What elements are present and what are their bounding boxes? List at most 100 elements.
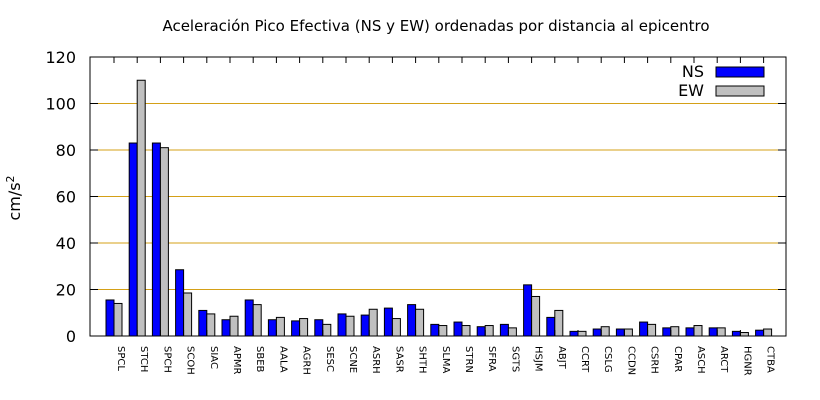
bar-ns-aala [267, 319, 277, 337]
x-tick-label-sasr: SASR [393, 346, 404, 373]
bar-ns-asrh [360, 314, 370, 337]
x-tick-label-csrh: CSRH [649, 346, 660, 374]
bar-ns-sesc [314, 319, 324, 337]
bar-ew-cpar [670, 326, 680, 337]
x-tick-label-spch: SPCH [161, 346, 172, 373]
bar-ew-strn [461, 325, 471, 337]
bar-ns-ctba [755, 329, 765, 337]
x-tick-label-hgnr: HGNR [741, 346, 752, 376]
y-tick-label: 100 [45, 95, 76, 114]
bar-ns-agrh [291, 320, 301, 337]
bar-ew-csrh [647, 323, 657, 337]
x-tick-label-abjt: ABJT [556, 346, 567, 370]
bar-ew-agrh [299, 318, 309, 337]
bar-ew-hsjm [531, 295, 541, 337]
bar-ns-strn [453, 321, 463, 337]
bar-ns-siac [198, 309, 208, 337]
x-tick-label-scne: SCNE [347, 346, 358, 373]
bar-ew-ccdn [623, 328, 633, 337]
x-tick-label-slma: SLMA [440, 346, 451, 374]
bar-ns-arct [708, 327, 718, 337]
y-tick-label: 40 [56, 234, 76, 253]
legend-label-ew: EW [678, 81, 704, 100]
bar-ns-stch [128, 142, 138, 337]
x-tick-label-asrh: ASRH [370, 346, 381, 374]
grid-lines [90, 103, 786, 290]
bar-ew-asch [693, 325, 703, 337]
bar-ns-sasr [383, 307, 393, 337]
x-tick-label-apmr: APMR [231, 346, 242, 374]
bar-ns-csrh [639, 321, 649, 337]
x-tick-label-ccrt: CCRT [579, 346, 590, 373]
bar-ns-asch [685, 327, 695, 337]
y-tick-label: 20 [56, 281, 76, 300]
bars [105, 79, 773, 337]
x-tick-label-ctba: CTBA [765, 346, 776, 373]
bar-ew-siac [206, 313, 216, 337]
bar-ew-hgnr [739, 332, 749, 337]
x-tick-label-cpar: CPAR [672, 346, 683, 372]
bar-ns-hsjm [523, 284, 533, 337]
x-tick-label-shth: SHTH [417, 346, 428, 374]
bar-ew-sbeb [252, 304, 262, 337]
y-axis-label: cm/s2 [4, 175, 24, 220]
x-tick-label-stch: STCH [138, 346, 149, 372]
y-tick-label: 0 [66, 327, 76, 346]
bar-ns-scne [337, 313, 347, 337]
bar-ns-sbeb [244, 299, 254, 337]
legend-swatch-ew [715, 85, 765, 97]
bar-ns-ccrt [569, 330, 579, 337]
chart-title: Aceleración Pico Efectiva (NS y EW) orde… [162, 17, 709, 35]
bar-ew-spch [159, 147, 169, 337]
x-tick-label-sgts: SGTS [509, 346, 520, 372]
bar-ns-cslg [592, 328, 602, 337]
legend-swatch-ns [715, 66, 765, 78]
x-tick-label-sfra: SFRA [486, 346, 497, 372]
legend: NS EW [678, 62, 765, 100]
bar-ns-shth [407, 304, 417, 337]
x-tick-label-agrh: AGRH [301, 346, 312, 375]
bar-ew-spcl [113, 302, 123, 337]
x-tick-label-aala: AALA [277, 346, 288, 373]
bar-ew-scne [345, 315, 355, 337]
y-tick-label: 120 [45, 48, 76, 67]
x-tick-label-arct: ARCT [718, 346, 729, 373]
bar-ns-spcl [105, 299, 115, 337]
bar-ns-abjt [546, 316, 556, 337]
bar-ns-ccdn [615, 328, 625, 337]
bar-ew-asrh [368, 308, 378, 337]
bar-ew-scoh [183, 292, 193, 337]
y-tick-label: 60 [56, 188, 76, 207]
bar-ns-scoh [175, 269, 185, 337]
x-tick-label-cslg: CSLG [602, 346, 613, 373]
bar-ew-ctba [763, 328, 773, 337]
legend-label-ns: NS [682, 62, 704, 81]
bar-ew-sgts [507, 327, 517, 337]
bar-ew-sfra [484, 325, 494, 337]
bar-ew-shth [415, 308, 425, 337]
bar-ns-hgnr [731, 330, 741, 337]
y-tick-label: 80 [56, 141, 76, 160]
bar-ew-sesc [322, 323, 332, 337]
bar-ew-ccrt [577, 330, 587, 337]
x-tick-label-hsjm: HSJM [533, 346, 544, 371]
bar-ew-slma [438, 325, 448, 337]
bar-ew-arct [716, 327, 726, 337]
x-tick-label-siac: SIAC [208, 346, 219, 369]
x-tick-label-asch: ASCH [695, 346, 706, 374]
bar-ns-cpar [662, 327, 672, 337]
bar-ns-apmr [221, 319, 231, 337]
bar-ew-stch [136, 79, 146, 337]
bar-ew-cslg [600, 326, 610, 337]
bar-ns-spch [151, 142, 161, 337]
bar-ew-sasr [391, 318, 401, 337]
x-tick-label-ccdn: CCDN [625, 346, 636, 375]
x-tick-label-sesc: SESC [324, 346, 335, 372]
bar-ew-apmr [229, 315, 239, 337]
x-axis-ticks: SPCL STCH SPCH SCOH SIAC APMR SBEB AALA AGRH SESC… [113, 57, 776, 376]
bar-ns-sfra [476, 326, 486, 337]
bar-ns-slma [430, 323, 440, 337]
x-tick-label-scoh: SCOH [185, 346, 196, 375]
x-tick-label-spcl: SPCL [115, 346, 126, 371]
